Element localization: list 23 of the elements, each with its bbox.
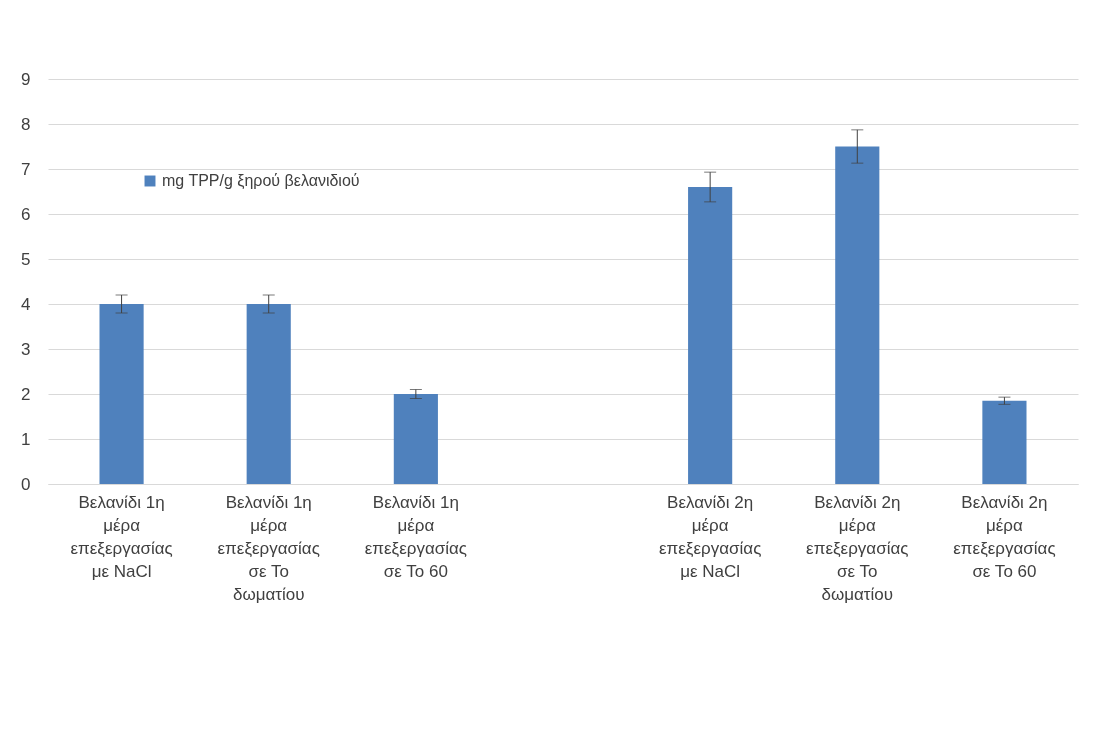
y-tick-label: 1	[21, 429, 31, 449]
bar	[246, 304, 291, 484]
bar	[393, 394, 438, 484]
y-tick-label: 0	[21, 474, 31, 494]
x-tick-label: Βελανίδι 2η μέρα επεξεργασίας σε Το 60	[953, 492, 1056, 581]
x-tick-label: Βελανίδι 1η μέρα επεξεργασίας σε Το 60	[364, 492, 468, 581]
x-tick-label: Βελανίδι 2η μέρα επεξεργασίας σε Το δωματίου	[806, 492, 909, 604]
y-tick-label: 7	[21, 159, 31, 179]
y-tick-label: 9	[21, 69, 31, 89]
y-tick-label: 8	[21, 114, 31, 134]
bar	[688, 187, 733, 484]
x-tick-label: Βελανίδι 1η μέρα επεξεργασίας με NaCl	[70, 492, 173, 581]
y-tick-label: 6	[21, 204, 31, 224]
bar	[835, 146, 880, 484]
x-tick-label: Βελανίδι 2η μέρα επεξεργασίας με NaCl	[658, 492, 762, 581]
bar	[982, 400, 1027, 484]
bar	[99, 304, 144, 484]
x-tick-label: Βελανίδι 1η μέρα επεξεργασίας σε Το δωματίου	[217, 492, 320, 604]
legend-label: mg TPP/g ξηρού βελανιδιού	[162, 172, 360, 190]
y-tick-label: 3	[21, 339, 31, 359]
y-tick-label: 4	[21, 294, 31, 314]
y-tick-label: 5	[21, 249, 31, 269]
y-tick-label: 2	[21, 384, 31, 404]
